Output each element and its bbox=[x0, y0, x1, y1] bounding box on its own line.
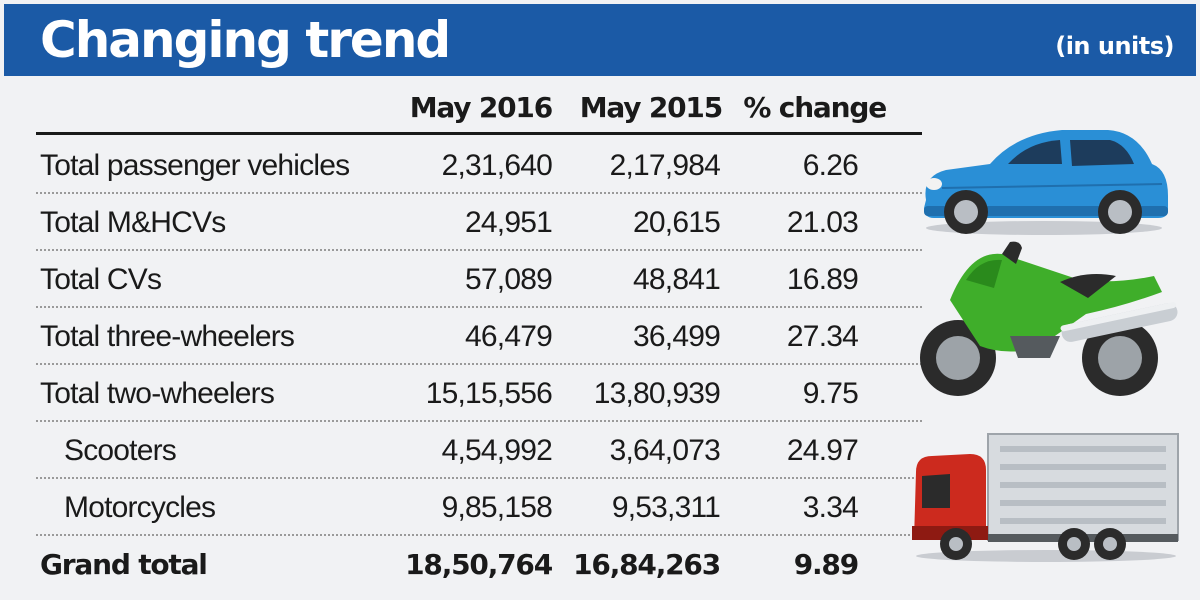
cell-may-2016: 46,479 bbox=[465, 320, 553, 353]
cell-may-2015: 9,53,311 bbox=[611, 491, 721, 524]
cell-may-2016: 15,15,556 bbox=[425, 377, 553, 410]
column-header-may-2015: May 2015 bbox=[579, 91, 723, 124]
cell-percent-change: 9.89 bbox=[793, 548, 860, 581]
cell-percent-change: 16.89 bbox=[786, 263, 859, 296]
row-label: Total three-wheelers bbox=[40, 320, 295, 353]
table-row: Grand total 18,50,764 16,84,263 9.89 bbox=[36, 537, 922, 593]
cell-percent-change: 9.75 bbox=[802, 377, 859, 410]
row-label: Total M&HCVs bbox=[40, 206, 226, 239]
car-icon bbox=[924, 130, 1168, 235]
table-row: Total passenger vehicles 2,31,640 2,17,984… bbox=[36, 138, 922, 194]
cell-may-2015: 3,64,073 bbox=[609, 434, 721, 467]
cell-may-2015: 2,17,984 bbox=[609, 149, 721, 182]
table-row: Motorcycles 9,85,158 9,53,311 3.34 bbox=[36, 480, 922, 536]
cell-may-2015: 36,499 bbox=[633, 320, 721, 353]
row-label: Motorcycles bbox=[64, 491, 216, 524]
table-row: Scooters 4,54,992 3,64,073 24.97 bbox=[36, 423, 922, 479]
units-note: (in units) bbox=[1055, 32, 1174, 60]
column-header-may-2016: May 2016 bbox=[409, 91, 553, 124]
header-rule bbox=[36, 132, 922, 135]
cell-may-2016: 4,54,992 bbox=[441, 434, 553, 467]
cell-may-2015: 16,84,263 bbox=[573, 548, 721, 581]
cell-may-2015: 48,841 bbox=[633, 263, 721, 296]
cell-may-2016: 24,951 bbox=[465, 206, 553, 239]
cell-percent-change: 21.03 bbox=[786, 206, 859, 239]
column-header-percent-change: % change bbox=[743, 91, 887, 124]
header-bar: Changing trend (in units) bbox=[4, 4, 1196, 76]
table-row: Total M&HCVs 24,951 20,615 21.03 bbox=[36, 195, 922, 251]
table-row: Total three-wheelers 46,479 36,499 27.34 bbox=[36, 309, 922, 365]
truck-icon bbox=[912, 433, 1179, 562]
motorcycle-icon bbox=[920, 241, 1178, 396]
cell-may-2016: 57,089 bbox=[465, 263, 553, 296]
cell-percent-change: 3.34 bbox=[802, 491, 859, 524]
row-label: Grand total bbox=[40, 548, 208, 581]
cell-may-2015: 20,615 bbox=[633, 206, 721, 239]
cell-percent-change: 6.26 bbox=[802, 149, 859, 182]
table-row: Total CVs 57,089 48,841 16.89 bbox=[36, 252, 922, 308]
cell-may-2015: 13,80,939 bbox=[593, 377, 721, 410]
row-label: Total two-wheelers bbox=[40, 377, 275, 410]
cell-may-2016: 9,85,158 bbox=[441, 491, 553, 524]
cell-may-2016: 18,50,764 bbox=[405, 548, 553, 581]
row-label: Scooters bbox=[64, 434, 177, 467]
row-label: Total CVs bbox=[40, 263, 162, 296]
cell-percent-change: 24.97 bbox=[786, 434, 859, 467]
row-label: Total passenger vehicles bbox=[40, 149, 350, 182]
chart-title: Changing trend bbox=[40, 11, 451, 69]
cell-percent-change: 27.34 bbox=[786, 320, 859, 353]
cell-may-2016: 2,31,640 bbox=[441, 149, 553, 182]
table-row: Total two-wheelers 15,15,556 13,80,939 9.75 bbox=[36, 366, 922, 422]
